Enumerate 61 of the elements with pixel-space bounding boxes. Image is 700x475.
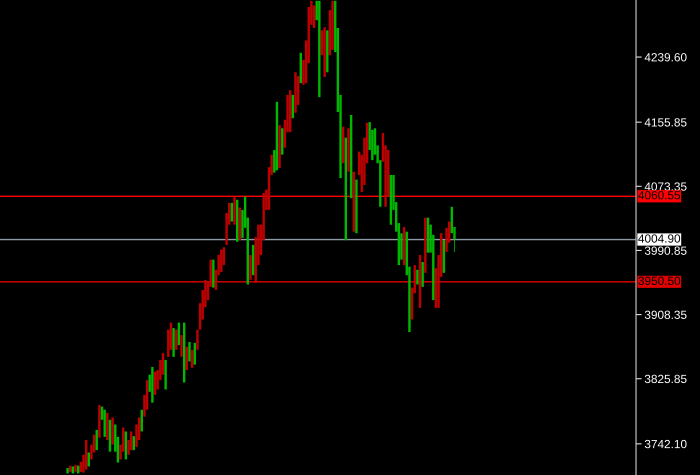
candlestick [442, 240, 446, 273]
candlestick [182, 322, 186, 382]
candlestick [98, 405, 101, 438]
ref-line-label: 4004.90 [638, 234, 680, 243]
candlestick [326, 30, 328, 72]
y-tick-label: 3908.35 [644, 310, 687, 319]
candlestick [69, 466, 72, 472]
candlestick [352, 172, 355, 232]
candlestick [103, 410, 106, 437]
candlestick [252, 244, 254, 276]
ref-line-label: 3950.50 [638, 276, 680, 285]
candlestick [323, 27, 326, 77]
candlestick [278, 125, 281, 168]
candlestick [196, 330, 199, 350]
candlestick [390, 174, 392, 225]
candlestick [288, 90, 292, 132]
candlestick [350, 115, 352, 198]
y-tick-label: 3990.85 [644, 246, 687, 255]
candlestick [175, 330, 178, 350]
candlestick [111, 417, 114, 445]
candlestick [76, 466, 80, 474]
candlestick [276, 102, 278, 170]
candlestick [344, 138, 348, 240]
y-tick-label: 4155.85 [644, 118, 687, 127]
candlestick [421, 262, 424, 287]
candlestick [424, 218, 427, 273]
candlestick [132, 436, 136, 450]
y-tick-label: 4073.35 [644, 182, 687, 191]
candlestick [236, 200, 238, 242]
y-tick-label: 3742.10 [644, 440, 687, 448]
candlestick [220, 250, 222, 272]
candlestick [230, 202, 234, 222]
candlestick [164, 360, 167, 390]
candlestick [212, 260, 215, 288]
candlestick [249, 254, 252, 280]
candlestick [281, 128, 284, 155]
candlestick [190, 350, 194, 368]
candlestick [151, 366, 154, 403]
candlestick [66, 468, 69, 474]
y-tick-label: 4239.60 [644, 53, 687, 62]
y-tick-label: 3825.85 [644, 374, 687, 384]
candlestick [194, 342, 196, 365]
candlestick [72, 466, 74, 474]
candlestick [355, 180, 358, 234]
candlestick [402, 227, 406, 266]
candlestick [124, 431, 128, 460]
candlestick [96, 430, 98, 450]
candlestick [416, 270, 419, 285]
candlestick [172, 328, 175, 357]
ref-line-label: 4060.55 [638, 191, 680, 200]
candlestick [88, 452, 90, 466]
candlestick [84, 440, 88, 470]
candlestick [292, 94, 294, 118]
candlestick [140, 410, 143, 432]
candlestick [342, 126, 344, 164]
candlestick [318, 0, 321, 98]
candlestick [300, 52, 302, 84]
candlestick [238, 208, 242, 240]
candlestick [178, 322, 180, 346]
candlestick [106, 412, 109, 440]
candlestick [186, 346, 188, 370]
